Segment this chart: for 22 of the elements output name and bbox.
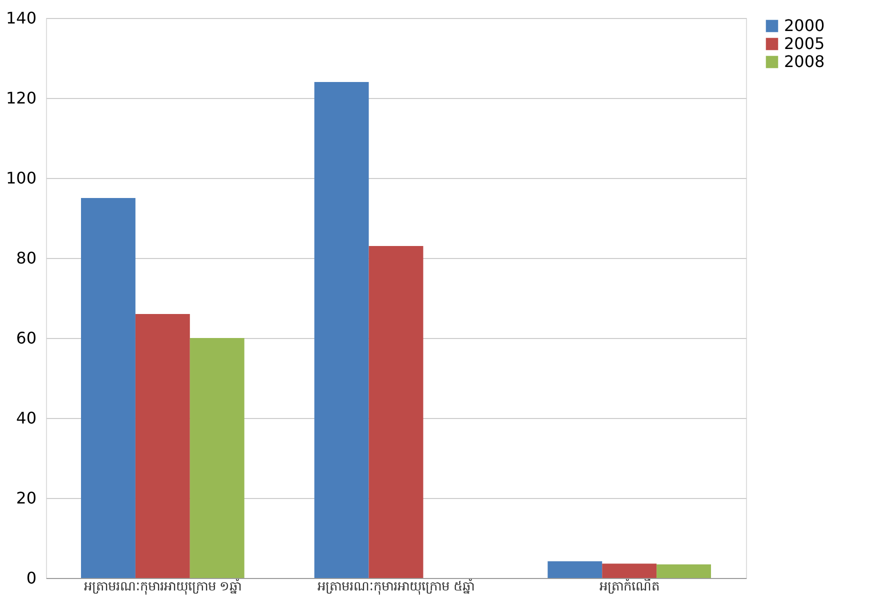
bar [81,198,136,578]
bar [368,246,424,578]
bar [548,561,602,578]
x-tick-label: អត្រាមរណៈកុមារអាយុក្រោម ១ឆ្នាំ [84,578,242,596]
y-tick-label: 60 [16,328,36,348]
y-tick-label: 0 [26,568,36,588]
x-tick-label: អត្រាមរណៈកុមារអាយុក្រោម ៥ឆ្នាំ [318,578,474,596]
bar [135,314,190,578]
y-tick-label: 140 [6,8,36,28]
x-tick-label: អត្រាកំណើត [599,578,660,594]
bar [190,338,244,578]
bar [314,82,369,578]
bar [656,564,711,578]
bar [602,564,657,578]
legend-label: 2000 [784,16,825,35]
y-tick-label: 40 [16,408,36,428]
y-tick-label: 120 [6,88,36,108]
legend-label: 2008 [784,52,825,71]
y-tick-label: 80 [16,248,36,268]
y-tick-label: 100 [6,168,36,188]
y-tick-label: 20 [16,488,36,508]
legend-label: 2005 [784,34,825,53]
